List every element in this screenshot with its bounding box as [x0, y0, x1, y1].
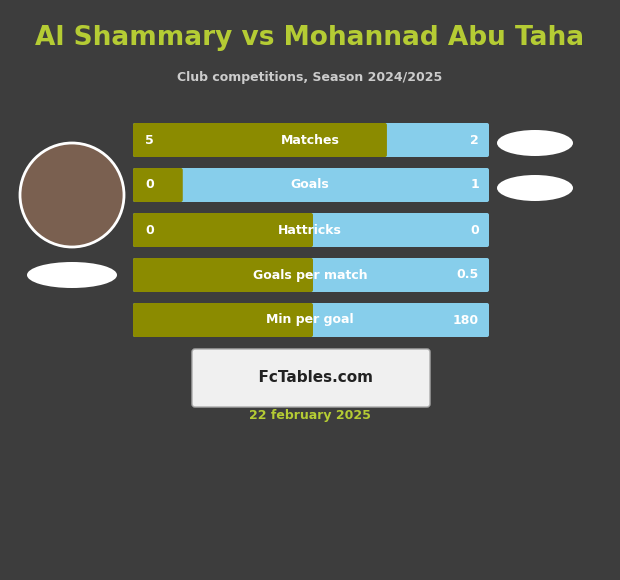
- FancyBboxPatch shape: [133, 258, 313, 292]
- FancyBboxPatch shape: [133, 123, 387, 157]
- Text: 0: 0: [470, 223, 479, 237]
- Text: Matches: Matches: [281, 133, 339, 147]
- Text: Al Shammary vs Mohannad Abu Taha: Al Shammary vs Mohannad Abu Taha: [35, 25, 585, 51]
- Text: 0: 0: [145, 223, 154, 237]
- Ellipse shape: [497, 130, 573, 156]
- Circle shape: [20, 143, 124, 247]
- Ellipse shape: [27, 262, 117, 288]
- Text: Min per goal: Min per goal: [266, 314, 354, 327]
- Ellipse shape: [497, 175, 573, 201]
- Text: 2: 2: [470, 133, 479, 147]
- FancyBboxPatch shape: [133, 258, 489, 292]
- FancyBboxPatch shape: [133, 168, 183, 202]
- Text: Goals: Goals: [291, 179, 329, 191]
- Text: 0.5: 0.5: [457, 269, 479, 281]
- Text: Club competitions, Season 2024/2025: Club competitions, Season 2024/2025: [177, 71, 443, 85]
- FancyBboxPatch shape: [133, 213, 489, 247]
- FancyBboxPatch shape: [133, 303, 489, 337]
- FancyBboxPatch shape: [133, 303, 313, 337]
- FancyBboxPatch shape: [133, 213, 313, 247]
- Text: 180: 180: [453, 314, 479, 327]
- FancyBboxPatch shape: [133, 123, 489, 157]
- Text: 0: 0: [145, 179, 154, 191]
- Text: Goals per match: Goals per match: [253, 269, 367, 281]
- FancyBboxPatch shape: [192, 349, 430, 407]
- Text: 22 february 2025: 22 february 2025: [249, 408, 371, 422]
- Text: FcTables.com: FcTables.com: [249, 371, 373, 386]
- FancyBboxPatch shape: [133, 168, 489, 202]
- Text: 5: 5: [145, 133, 154, 147]
- Text: Hattricks: Hattricks: [278, 223, 342, 237]
- Text: 1: 1: [470, 179, 479, 191]
